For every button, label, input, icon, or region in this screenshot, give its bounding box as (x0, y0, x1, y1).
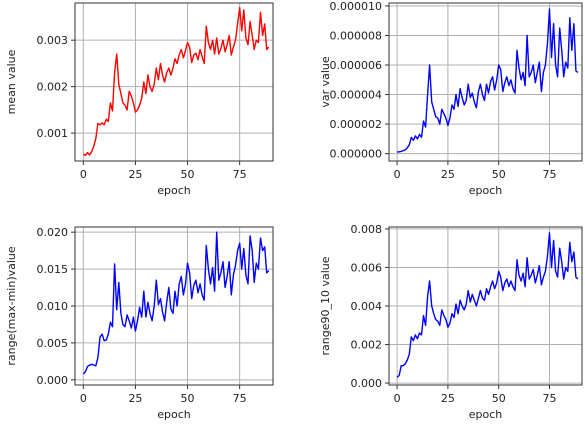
chart-panel-4: 0 25 50 75 0.000 0.002 0.004 0.006 0.008 epoch ran… (319, 223, 583, 421)
x-axis-label: epoch (469, 184, 503, 197)
y-axis-label: mean value (5, 49, 18, 114)
series-line (82, 6, 270, 157)
x-tick-label: 0 (80, 168, 87, 181)
y-tick-label: 0.006 (351, 261, 383, 274)
y-tick-label: 0.002 (37, 81, 69, 94)
x-tick-label: 25 (128, 392, 142, 405)
y-tick-label: 0.001 (37, 127, 69, 140)
y-axis-label: range(max-min)value (5, 246, 18, 366)
x-tick-label: 75 (542, 392, 556, 405)
x-tick-label: 50 (492, 392, 506, 405)
chart-panel-2: 0 25 50 75 0.000000 0.000002 0.000004 0.000006 0… (319, 0, 583, 197)
y-axis-label: range90_10 value (319, 256, 332, 355)
series-line (82, 231, 270, 375)
y-tick-label: 0.020 (37, 226, 69, 239)
x-tick-label: 50 (492, 168, 506, 181)
chart-panel-3: 0 25 50 75 0.000 0.005 0.010 0.015 0.020 epoch ran… (5, 226, 274, 421)
x-tick-label: 0 (80, 392, 87, 405)
y-tick-label: 0.010 (37, 300, 69, 313)
series-line (397, 8, 579, 153)
x-tick-label: 0 (394, 168, 401, 181)
y-axis-label: var value (319, 56, 332, 108)
x-axis-label: epoch (157, 184, 191, 197)
chart-panel-1: 0 25 50 75 0.001 0.002 0.003 epoch mean value (5, 2, 274, 197)
x-axis-label: epoch (469, 408, 503, 421)
y-tick-label: 0.000 (351, 377, 383, 390)
x-axis-label: epoch (157, 408, 191, 421)
y-tick-label: 0.000000 (330, 148, 383, 161)
y-tick-label: 0.002 (351, 339, 383, 352)
y-tick-label: 0.004 (351, 300, 383, 313)
plot-frame (74, 2, 274, 162)
series-line (396, 232, 579, 378)
y-tick-label: 0.000006 (330, 59, 383, 72)
y-tick-label: 0.000 (37, 374, 69, 387)
y-tick-label: 0.000008 (330, 29, 383, 42)
x-tick-label: 75 (233, 392, 247, 405)
x-tick-label: 75 (542, 168, 556, 181)
y-tick-label: 0.003 (37, 34, 69, 47)
x-tick-label: 50 (181, 392, 195, 405)
x-tick-label: 25 (441, 168, 455, 181)
y-tick-label: 0.000004 (330, 89, 383, 102)
x-tick-label: 50 (181, 168, 195, 181)
y-tick-label: 0.015 (37, 263, 69, 276)
x-tick-label: 25 (128, 168, 142, 181)
y-tick-label: 0.000010 (330, 0, 383, 13)
y-tick-label: 0.000002 (330, 118, 383, 131)
x-tick-label: 0 (394, 392, 401, 405)
x-tick-label: 25 (441, 392, 455, 405)
y-tick-label: 0.008 (351, 223, 383, 236)
plot-frame (388, 2, 583, 162)
x-tick-label: 75 (233, 168, 247, 181)
y-tick-label: 0.005 (37, 337, 69, 350)
